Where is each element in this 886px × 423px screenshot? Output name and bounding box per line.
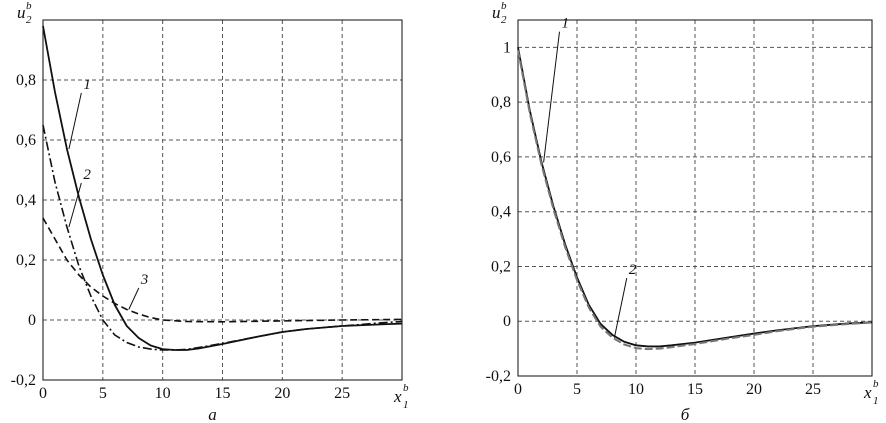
panel-2-frame [517,19,873,377]
panel-2-y-axis-sup: b [501,0,507,12]
panel-1-y-axis-sup: b [26,0,32,12]
panel-2-curve-label-leader-2 [613,278,628,338]
panel-1-y-tick-label: 0,6 [16,132,36,149]
panel-2-y-tick-label: 0,2 [491,258,511,275]
panel-2-x-tick-label: 10 [628,381,644,398]
panel-2-series-2-line [517,49,873,351]
panel-1-curve-label-leader-2 [68,182,82,228]
panel-1-y-axis-title: u [17,3,26,22]
panel-2-y-tick-label: 0 [503,313,511,330]
panel-1-curve-label-leader-3 [128,287,140,310]
panel-1-x-tick-label: 0 [39,385,47,402]
panel-1-series-2-line [42,124,403,351]
panel-1-series-3-line [42,217,403,323]
panel-2-x-axis-sub: 1 [873,395,879,407]
panel-2-y-tick-label: 0,4 [491,204,511,221]
panel-2-y-axis-title: u [492,3,501,22]
panel-1-panel-label: а [208,405,217,423]
panel-1-y-tick-label: 0,8 [16,72,36,89]
panel-1-y-tick-label: 0,4 [16,192,36,209]
panel-2-y-tick-label: 0,8 [491,94,511,111]
panel-2-y-tick-label: 1 [503,39,511,56]
panel-2-x-tick-label: 0 [514,381,522,398]
panel-2-x-tick-label: 25 [805,381,821,398]
panel-2-x-axis-title: x [863,383,872,402]
panel-1-curve-label-2: 2 [83,167,91,183]
panel-2-y-tick-label: 0,6 [491,149,511,166]
panel-1-x-axis-sub: 1 [403,399,409,411]
panel-1-x-tick-label: 5 [99,385,107,402]
panel-2-x-tick-label: 20 [746,381,762,398]
panel-1-curve-label-3: 3 [140,272,149,288]
panel-1-x-tick-label: 20 [274,385,290,402]
panel-1-x-axis-sup: b [403,382,409,394]
panel-1-x-axis-title: x [393,387,402,406]
panel-1-y-tick-label: 0,2 [16,252,36,269]
panel-1-y-tick-label: -0,2 [11,372,36,389]
panel-1-curve-label-1: 1 [83,77,91,93]
panel-1-x-tick-label: 10 [155,385,171,402]
panel-1-curve-label-leader-1 [68,92,82,150]
panel-2-x-tick-label: 15 [687,381,703,398]
panel-2-curve-label-1: 1 [562,16,570,32]
panel-2-y-tick-label: -0,2 [486,368,511,385]
panel-2-x-tick-label: 5 [573,381,581,398]
panel-2-curve-label-leader-1 [543,31,560,163]
panel-1-frame [42,19,403,381]
panel-1-y-tick-label: 0 [28,312,36,329]
panel-1-x-tick-label: 25 [334,385,350,402]
panel-2-panel-label: б [681,405,690,423]
panel-2-curve-label-2: 2 [629,262,637,278]
panel-1-y-axis-sub: 2 [26,14,32,26]
panel-2-x-axis-sup: b [873,378,879,390]
panel-1-x-tick-label: 15 [215,385,231,402]
panel-2-y-axis-sub: 2 [501,14,507,26]
